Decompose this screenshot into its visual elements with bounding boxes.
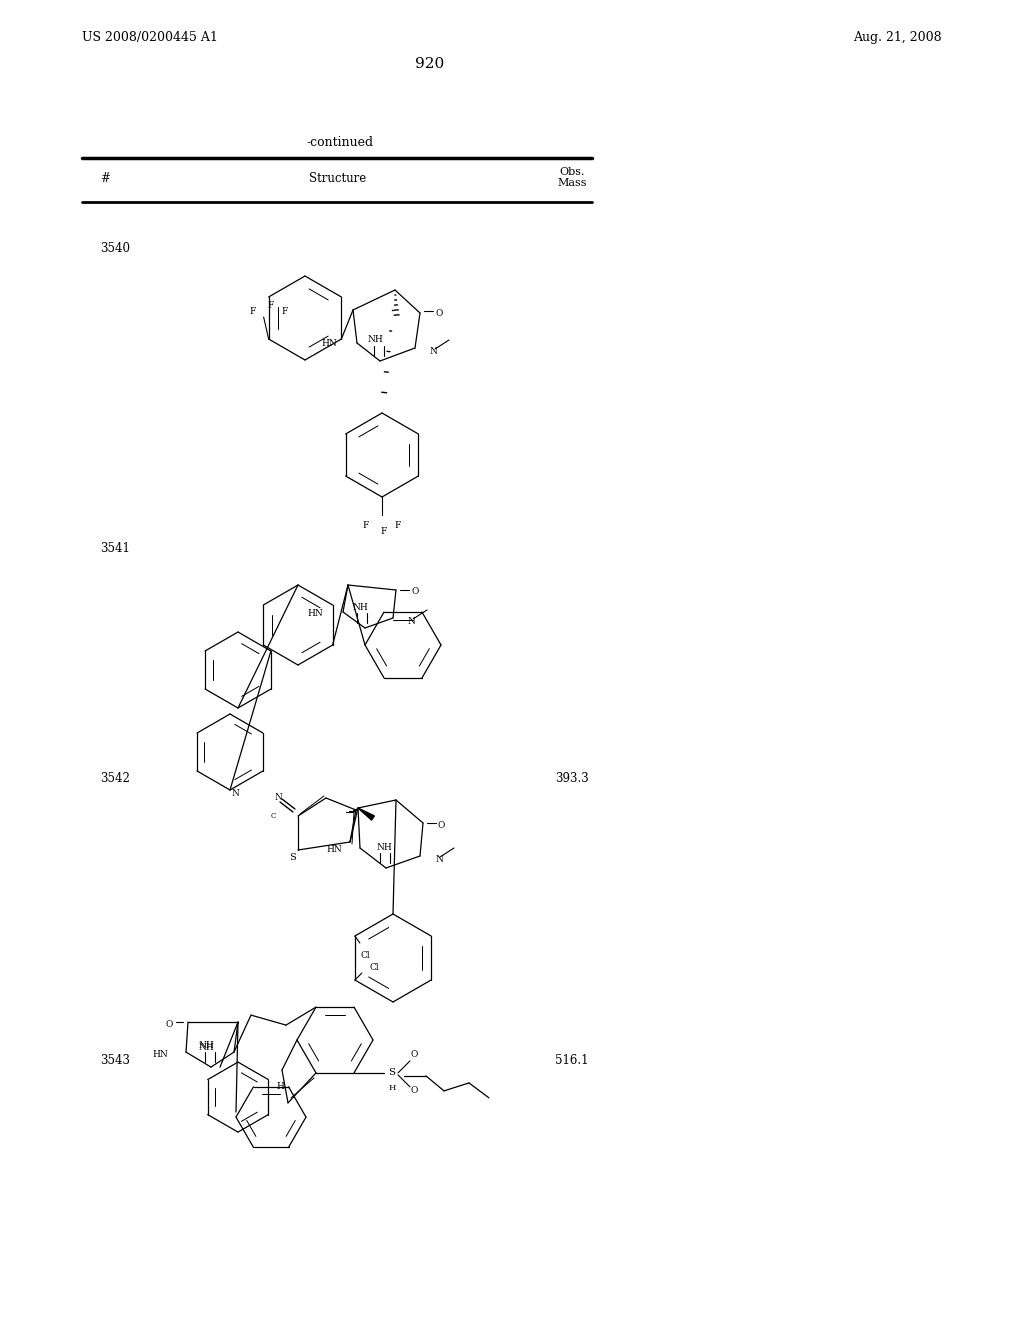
Text: HN: HN [153, 1049, 168, 1059]
Text: O: O [436, 309, 443, 318]
Text: C: C [270, 812, 275, 820]
Text: NH: NH [198, 1040, 214, 1049]
Text: Aug. 21, 2008: Aug. 21, 2008 [853, 32, 942, 45]
Text: 3542: 3542 [100, 771, 130, 784]
Text: F: F [267, 301, 273, 309]
Text: H: H [388, 1084, 395, 1092]
Text: F: F [381, 528, 387, 536]
Text: N: N [430, 346, 438, 355]
Text: O: O [411, 1051, 418, 1060]
Text: 3540: 3540 [100, 242, 130, 255]
Text: -continued: -continued [306, 136, 374, 149]
Text: Cl: Cl [360, 950, 370, 960]
Text: Cl: Cl [370, 962, 380, 972]
Text: N: N [435, 854, 442, 863]
Text: HN: HN [322, 338, 337, 347]
Text: Obs.: Obs. [559, 168, 585, 177]
Text: N: N [408, 616, 416, 626]
Text: O: O [411, 587, 419, 597]
Text: S: S [290, 854, 296, 862]
Text: O: O [438, 821, 445, 829]
Text: 3541: 3541 [100, 541, 130, 554]
Text: 516.1: 516.1 [555, 1053, 589, 1067]
Text: F: F [282, 308, 288, 317]
Text: HN: HN [327, 846, 342, 854]
Text: NH: NH [376, 843, 392, 853]
Text: NH: NH [352, 603, 368, 612]
Text: NH: NH [368, 334, 383, 343]
Text: 920: 920 [416, 57, 444, 71]
Text: O: O [411, 1086, 418, 1096]
Text: N: N [231, 789, 239, 799]
Text: H: H [276, 1082, 284, 1090]
Text: Mass: Mass [557, 178, 587, 187]
Text: HN: HN [307, 610, 323, 619]
Text: Structure: Structure [309, 172, 367, 185]
Text: F: F [362, 520, 370, 529]
Text: N: N [274, 793, 282, 803]
Text: 393.3: 393.3 [555, 771, 589, 784]
Text: NH: NH [198, 1043, 214, 1052]
Text: US 2008/0200445 A1: US 2008/0200445 A1 [82, 32, 218, 45]
Text: 3543: 3543 [100, 1053, 130, 1067]
Polygon shape [358, 808, 375, 820]
Text: S: S [388, 1068, 395, 1077]
Text: F: F [395, 520, 401, 529]
Text: #: # [100, 172, 110, 185]
Text: O: O [166, 1019, 173, 1028]
Text: F: F [250, 306, 256, 315]
